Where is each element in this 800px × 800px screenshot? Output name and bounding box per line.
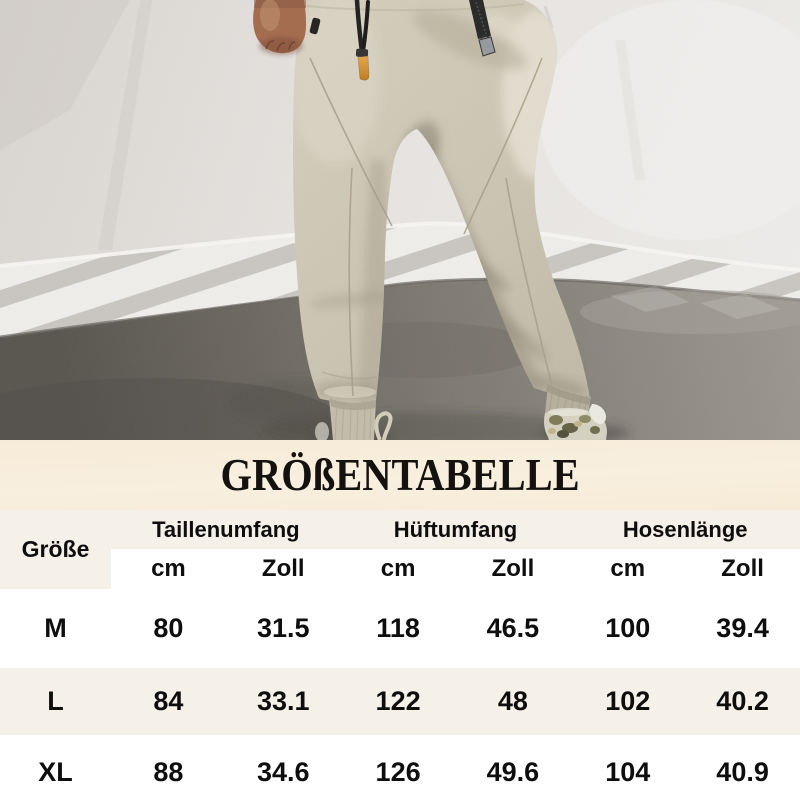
size-cell-xl: XL bbox=[38, 757, 73, 787]
value-cell: 80 bbox=[153, 613, 184, 643]
value-cell: 102 bbox=[570, 668, 686, 735]
header-size-column: Größe bbox=[0, 510, 111, 589]
value-cell: 88 bbox=[153, 757, 184, 787]
header-group-hosenlaenge: Hosenlänge bbox=[570, 510, 800, 549]
value-cell: 40.2 bbox=[685, 668, 800, 735]
value-cell: 40.9 bbox=[716, 757, 769, 787]
unit-header-taille-zoll: Zoll bbox=[225, 549, 341, 589]
value-cell: 49.6 bbox=[486, 757, 540, 787]
value-cell: 39.4 bbox=[716, 613, 769, 643]
unit-header-hueft-cm: cm bbox=[340, 549, 456, 589]
value-cell: 118 bbox=[376, 613, 420, 643]
value-cell: 122 bbox=[340, 668, 456, 735]
value-cell: 84 bbox=[111, 668, 226, 735]
size-cell-m: M bbox=[44, 613, 67, 643]
size-cell-l: L bbox=[0, 668, 111, 735]
photo-scene bbox=[0, 0, 800, 440]
unit-header-hosen-zoll: Zoll bbox=[685, 549, 800, 589]
product-photo bbox=[0, 0, 800, 440]
value-cell: 104 bbox=[605, 757, 651, 787]
value-cell: 31.5 bbox=[256, 613, 310, 643]
value-cell: 100 bbox=[605, 613, 651, 643]
value-cell: 126 bbox=[375, 757, 421, 787]
unit-header-hueft-zoll: Zoll bbox=[455, 549, 571, 589]
value-cell: 46.5 bbox=[486, 613, 540, 643]
size-table: Größe Taillenumfang Hüftumfang Hosenläng… bbox=[0, 510, 800, 800]
page-title: GRÖßENTABELLE bbox=[220, 449, 580, 500]
unit-header-taille-cm: cm bbox=[111, 549, 226, 589]
value-cell: 33.1 bbox=[225, 668, 341, 735]
value-cell: 48 bbox=[455, 668, 571, 735]
title-band: GRÖßENTABELLE bbox=[0, 440, 800, 510]
value-cell: 34.6 bbox=[256, 757, 310, 787]
header-group-hueftumfang: Hüftumfang bbox=[340, 510, 571, 549]
header-group-taillenumfang: Taillenumfang bbox=[111, 510, 341, 549]
unit-header-hosen-cm: cm bbox=[570, 549, 686, 589]
photo-grain bbox=[0, 0, 800, 440]
